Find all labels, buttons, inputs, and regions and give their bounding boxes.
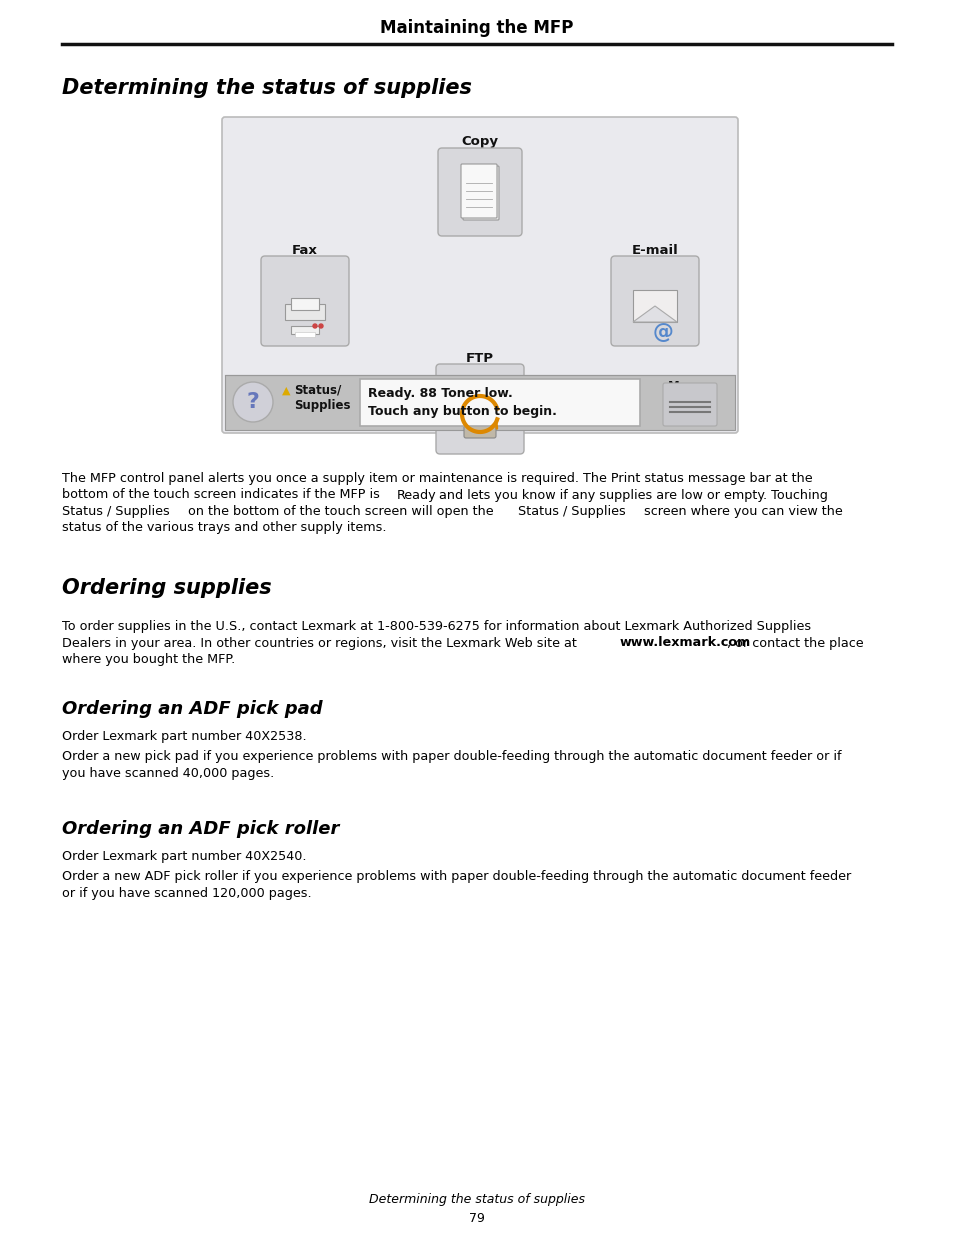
Text: status of the various trays and other supply items.: status of the various trays and other su… bbox=[62, 521, 386, 535]
Text: and lets you know if any supplies are low or empty. Touching: and lets you know if any supplies are lo… bbox=[435, 489, 827, 501]
Text: To order supplies in the U.S., contact Lexmark at 1-800-539-6275 for information: To order supplies in the U.S., contact L… bbox=[62, 620, 810, 634]
FancyBboxPatch shape bbox=[610, 256, 699, 346]
Bar bbox=[225, 375, 734, 430]
Text: Order a new pick pad if you experience problems with paper double-feeding throug: Order a new pick pad if you experience p… bbox=[62, 750, 841, 763]
FancyBboxPatch shape bbox=[462, 165, 498, 220]
Text: Ordering supplies: Ordering supplies bbox=[62, 578, 272, 598]
Text: Touch any button to begin.: Touch any button to begin. bbox=[368, 405, 557, 417]
Text: Supplies: Supplies bbox=[294, 399, 350, 411]
Circle shape bbox=[313, 324, 316, 329]
Text: The MFP control panel alerts you once a supply item or maintenance is required. : The MFP control panel alerts you once a … bbox=[62, 472, 812, 485]
Text: Dealers in your area. In other countries or regions, visit the Lexmark Web site : Dealers in your area. In other countries… bbox=[62, 636, 577, 650]
Text: on the bottom of the touch screen will open the: on the bottom of the touch screen will o… bbox=[184, 505, 497, 517]
Bar bbox=[633, 290, 677, 322]
Text: Status/: Status/ bbox=[294, 384, 341, 396]
Text: Determining the status of supplies: Determining the status of supplies bbox=[369, 1193, 584, 1207]
Bar bbox=[294, 332, 314, 337]
Text: or if you have scanned 120,000 pages.: or if you have scanned 120,000 pages. bbox=[62, 887, 312, 899]
Text: screen where you can view the: screen where you can view the bbox=[639, 505, 841, 517]
Text: 79: 79 bbox=[469, 1212, 484, 1224]
Text: Status / Supplies: Status / Supplies bbox=[517, 505, 625, 517]
FancyBboxPatch shape bbox=[662, 383, 717, 426]
Bar bbox=[291, 326, 318, 333]
Text: Order Lexmark part number 40X2540.: Order Lexmark part number 40X2540. bbox=[62, 850, 306, 863]
Text: Copy: Copy bbox=[461, 136, 498, 148]
Text: Ready: Ready bbox=[396, 489, 436, 501]
Text: ▲: ▲ bbox=[282, 387, 291, 396]
Text: FTP: FTP bbox=[465, 352, 494, 364]
FancyBboxPatch shape bbox=[463, 420, 496, 438]
Bar bbox=[291, 298, 318, 310]
Text: @: @ bbox=[652, 322, 673, 342]
Text: www.lexmark.com: www.lexmark.com bbox=[619, 636, 750, 650]
Text: Menus: Menus bbox=[668, 380, 711, 394]
Text: you have scanned 40,000 pages.: you have scanned 40,000 pages. bbox=[62, 767, 274, 779]
Text: Maintaining the MFP: Maintaining the MFP bbox=[380, 19, 573, 37]
Text: Determining the status of supplies: Determining the status of supplies bbox=[62, 78, 472, 98]
Bar bbox=[359, 379, 639, 426]
Text: , or contact the place: , or contact the place bbox=[726, 636, 862, 650]
Text: Ready. 88 Toner low.: Ready. 88 Toner low. bbox=[368, 388, 512, 400]
Polygon shape bbox=[633, 306, 677, 322]
Text: Order a new ADF pick roller if you experience problems with paper double-feeding: Order a new ADF pick roller if you exper… bbox=[62, 869, 850, 883]
Bar bbox=[285, 304, 325, 320]
Text: where you bought the MFP.: where you bought the MFP. bbox=[62, 653, 235, 666]
Text: Status / Supplies: Status / Supplies bbox=[62, 505, 170, 517]
Text: Fax: Fax bbox=[292, 243, 317, 257]
Text: Ordering an ADF pick roller: Ordering an ADF pick roller bbox=[62, 820, 339, 839]
FancyBboxPatch shape bbox=[261, 256, 349, 346]
Text: E-mail: E-mail bbox=[631, 243, 678, 257]
Text: Order Lexmark part number 40X2538.: Order Lexmark part number 40X2538. bbox=[62, 730, 306, 743]
FancyBboxPatch shape bbox=[436, 364, 523, 454]
Text: bottom of the touch screen indicates if the MFP is: bottom of the touch screen indicates if … bbox=[62, 489, 383, 501]
Circle shape bbox=[318, 324, 323, 329]
Text: ?: ? bbox=[246, 391, 259, 412]
FancyBboxPatch shape bbox=[460, 164, 497, 219]
FancyBboxPatch shape bbox=[222, 117, 738, 433]
Circle shape bbox=[233, 382, 273, 422]
Text: Ordering an ADF pick pad: Ordering an ADF pick pad bbox=[62, 700, 322, 718]
FancyBboxPatch shape bbox=[437, 148, 521, 236]
